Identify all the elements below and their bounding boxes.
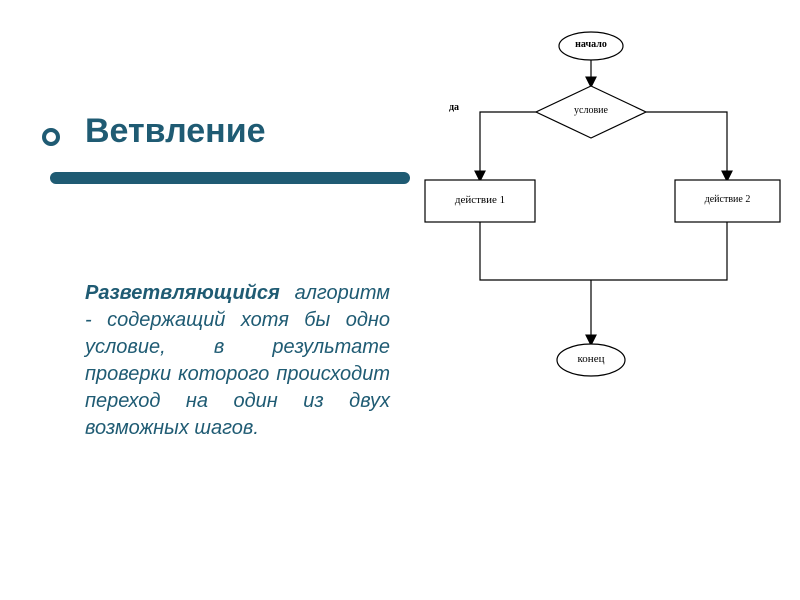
definition-rest: алгоритм - содержащий хотя бы одно услов… (85, 282, 390, 439)
flowchart: да начало условие действие 1 действие 2 конец (395, 20, 790, 420)
definition-lead: Разветвляющийся (85, 282, 280, 304)
edge-label: да (449, 102, 459, 113)
title-underline (50, 172, 410, 184)
node-cond-label: условие (536, 105, 646, 116)
node-end-label: конец (557, 353, 625, 365)
page-title: Ветвление (85, 112, 266, 151)
node-start-label: начало (559, 39, 623, 50)
definition-text: Разветвляющийся алгоритм - содержащий хо… (85, 280, 390, 442)
node-act1-label: действие 1 (425, 194, 535, 206)
title-bullet (42, 128, 60, 146)
node-act2-label: действие 2 (675, 194, 780, 205)
